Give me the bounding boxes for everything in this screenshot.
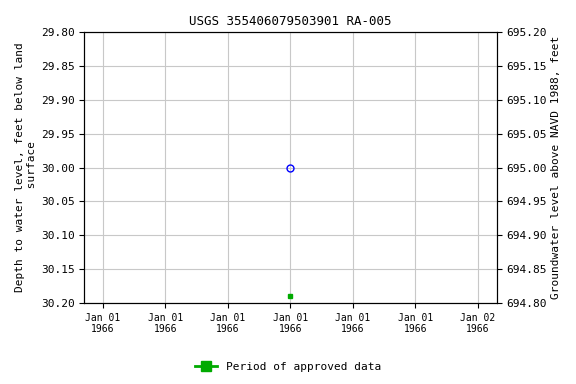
Title: USGS 355406079503901 RA-005: USGS 355406079503901 RA-005 xyxy=(189,15,392,28)
Y-axis label: Depth to water level, feet below land
 surface: Depth to water level, feet below land su… xyxy=(15,43,37,292)
Y-axis label: Groundwater level above NAVD 1988, feet: Groundwater level above NAVD 1988, feet xyxy=(551,36,561,299)
Legend: Period of approved data: Period of approved data xyxy=(191,358,385,377)
